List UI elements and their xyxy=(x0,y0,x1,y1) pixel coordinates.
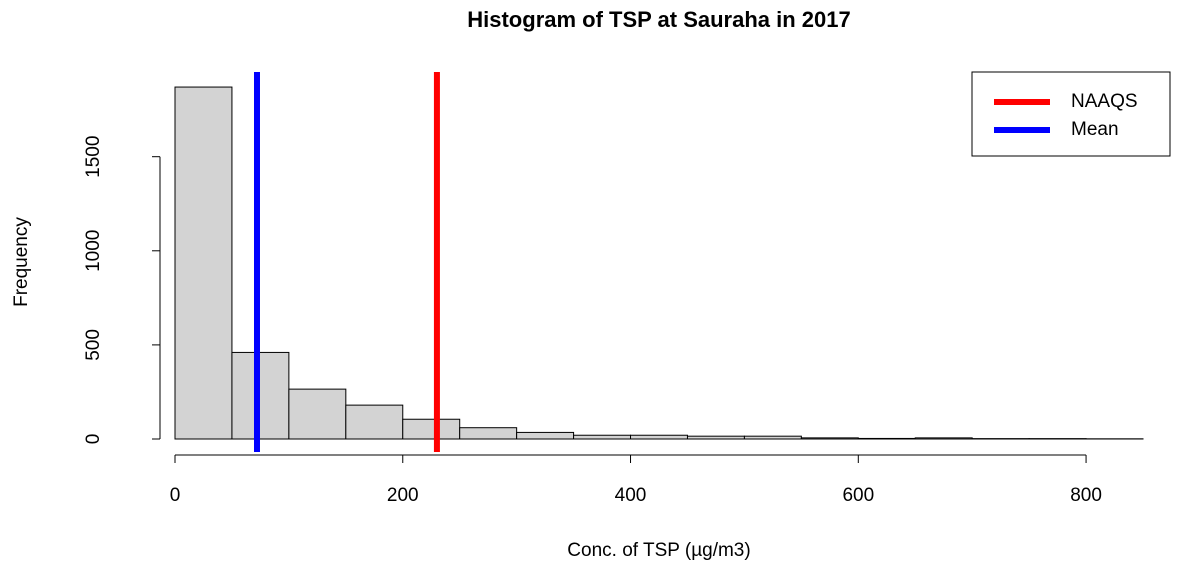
bar xyxy=(573,434,632,440)
y-tick-label: 500 xyxy=(83,329,104,361)
bar xyxy=(743,435,802,440)
bar xyxy=(686,435,745,440)
bar xyxy=(231,351,290,440)
bar xyxy=(345,404,404,440)
bar xyxy=(857,437,916,440)
bar xyxy=(288,388,347,440)
bar xyxy=(516,431,575,440)
x-tick-label: 400 xyxy=(615,485,647,506)
bar xyxy=(402,418,461,440)
y-axis-label: Frequency xyxy=(11,217,32,307)
y-tick-label: 0 xyxy=(83,434,104,445)
x-tick-label: 800 xyxy=(1070,485,1102,506)
bar xyxy=(459,427,518,440)
bar xyxy=(174,86,233,440)
legend-label: Mean xyxy=(1071,119,1119,140)
bar xyxy=(630,434,688,440)
legend-box xyxy=(971,71,1171,157)
x-tick-label: 0 xyxy=(170,485,181,506)
x-axis-label: Conc. of TSP (µg/m3) xyxy=(567,540,750,561)
chart-title: Histogram of TSP at Sauraha in 2017 xyxy=(467,7,851,32)
x-tick-label: 200 xyxy=(387,485,419,506)
x-tick-label: 600 xyxy=(842,485,874,506)
bar xyxy=(800,437,859,440)
bar xyxy=(914,437,973,440)
legend-label: NAAQS xyxy=(1071,91,1138,112)
y-tick-label: 1500 xyxy=(83,136,104,178)
y-tick-label: 1000 xyxy=(83,230,104,272)
